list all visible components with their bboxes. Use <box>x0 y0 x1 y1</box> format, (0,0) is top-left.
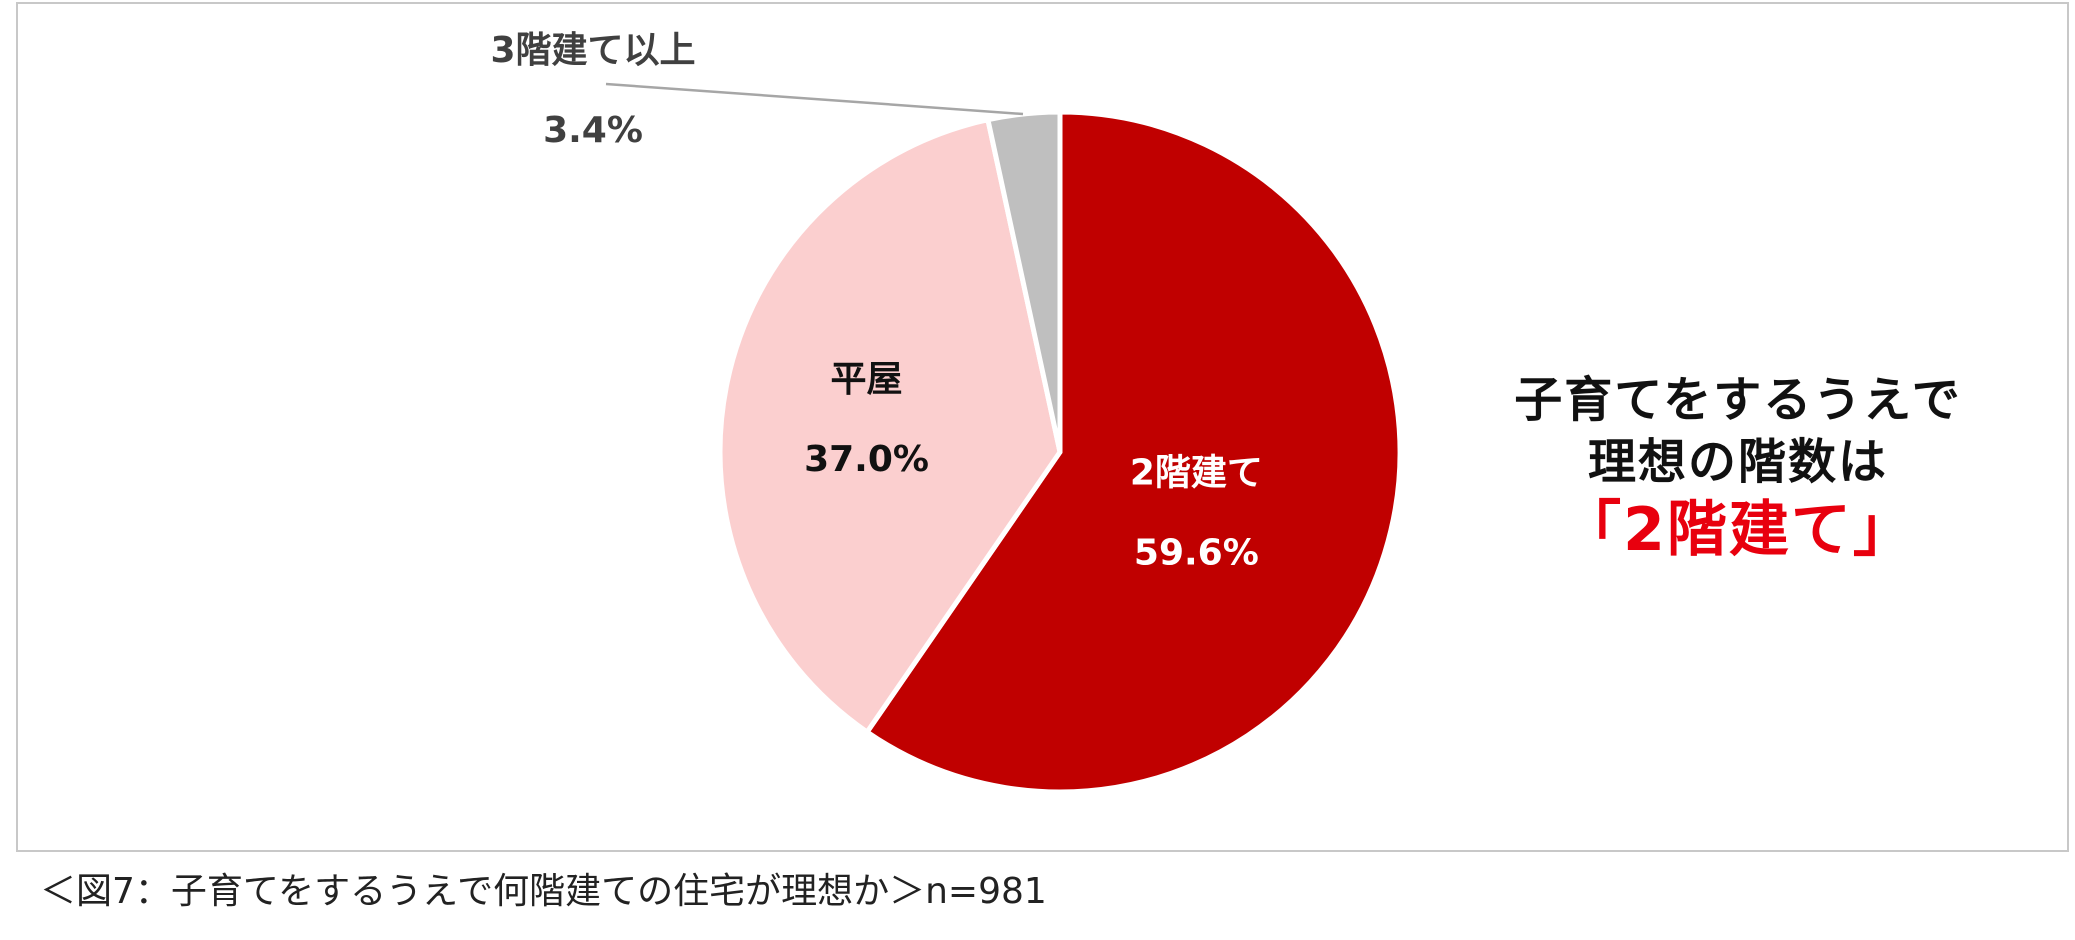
headline-line-2: 理想の階数は <box>1587 434 1888 490</box>
leader-line-3 <box>605 82 1024 116</box>
leader-lines <box>605 82 1024 116</box>
chart-frame: 2階建て 59.6% 平屋 37.0% 3階建て以上 3.4% 子育てをするうえで 理想の… <box>16 2 2069 852</box>
headline-highlight: 「2階建て」 <box>1561 495 1915 565</box>
pie-chart: 2階建て 59.6% 平屋 37.0% 3階建て以上 3.4% <box>490 30 1403 795</box>
headline-line-1: 子育てをするうえで <box>1514 372 1962 428</box>
slice-label-2: 平屋 <box>831 359 903 400</box>
headline: 子育てをするうえで 理想の階数は 「2階建て」 <box>1458 369 2018 567</box>
pie-slice-2 <box>717 117 1063 735</box>
pie-slice-1 <box>864 109 1403 795</box>
figure-caption: ＜図7：子育てをするうえで何階建ての住宅が理想か＞n=981 <box>40 871 1047 912</box>
pie-slices <box>717 109 1403 795</box>
slice-label-3: 3階建て以上 <box>490 30 695 71</box>
slice-labels: 2階建て 59.6% 平屋 37.0% 3階建て以上 3.4% <box>490 30 1262 573</box>
slice-value-2: 37.0% <box>804 439 929 480</box>
slice-label-1: 2階建て <box>1130 452 1263 493</box>
pie-slice-3 <box>985 109 1063 455</box>
slice-value-3: 3.4% <box>543 110 643 151</box>
slice-value-1: 59.6% <box>1134 532 1259 573</box>
